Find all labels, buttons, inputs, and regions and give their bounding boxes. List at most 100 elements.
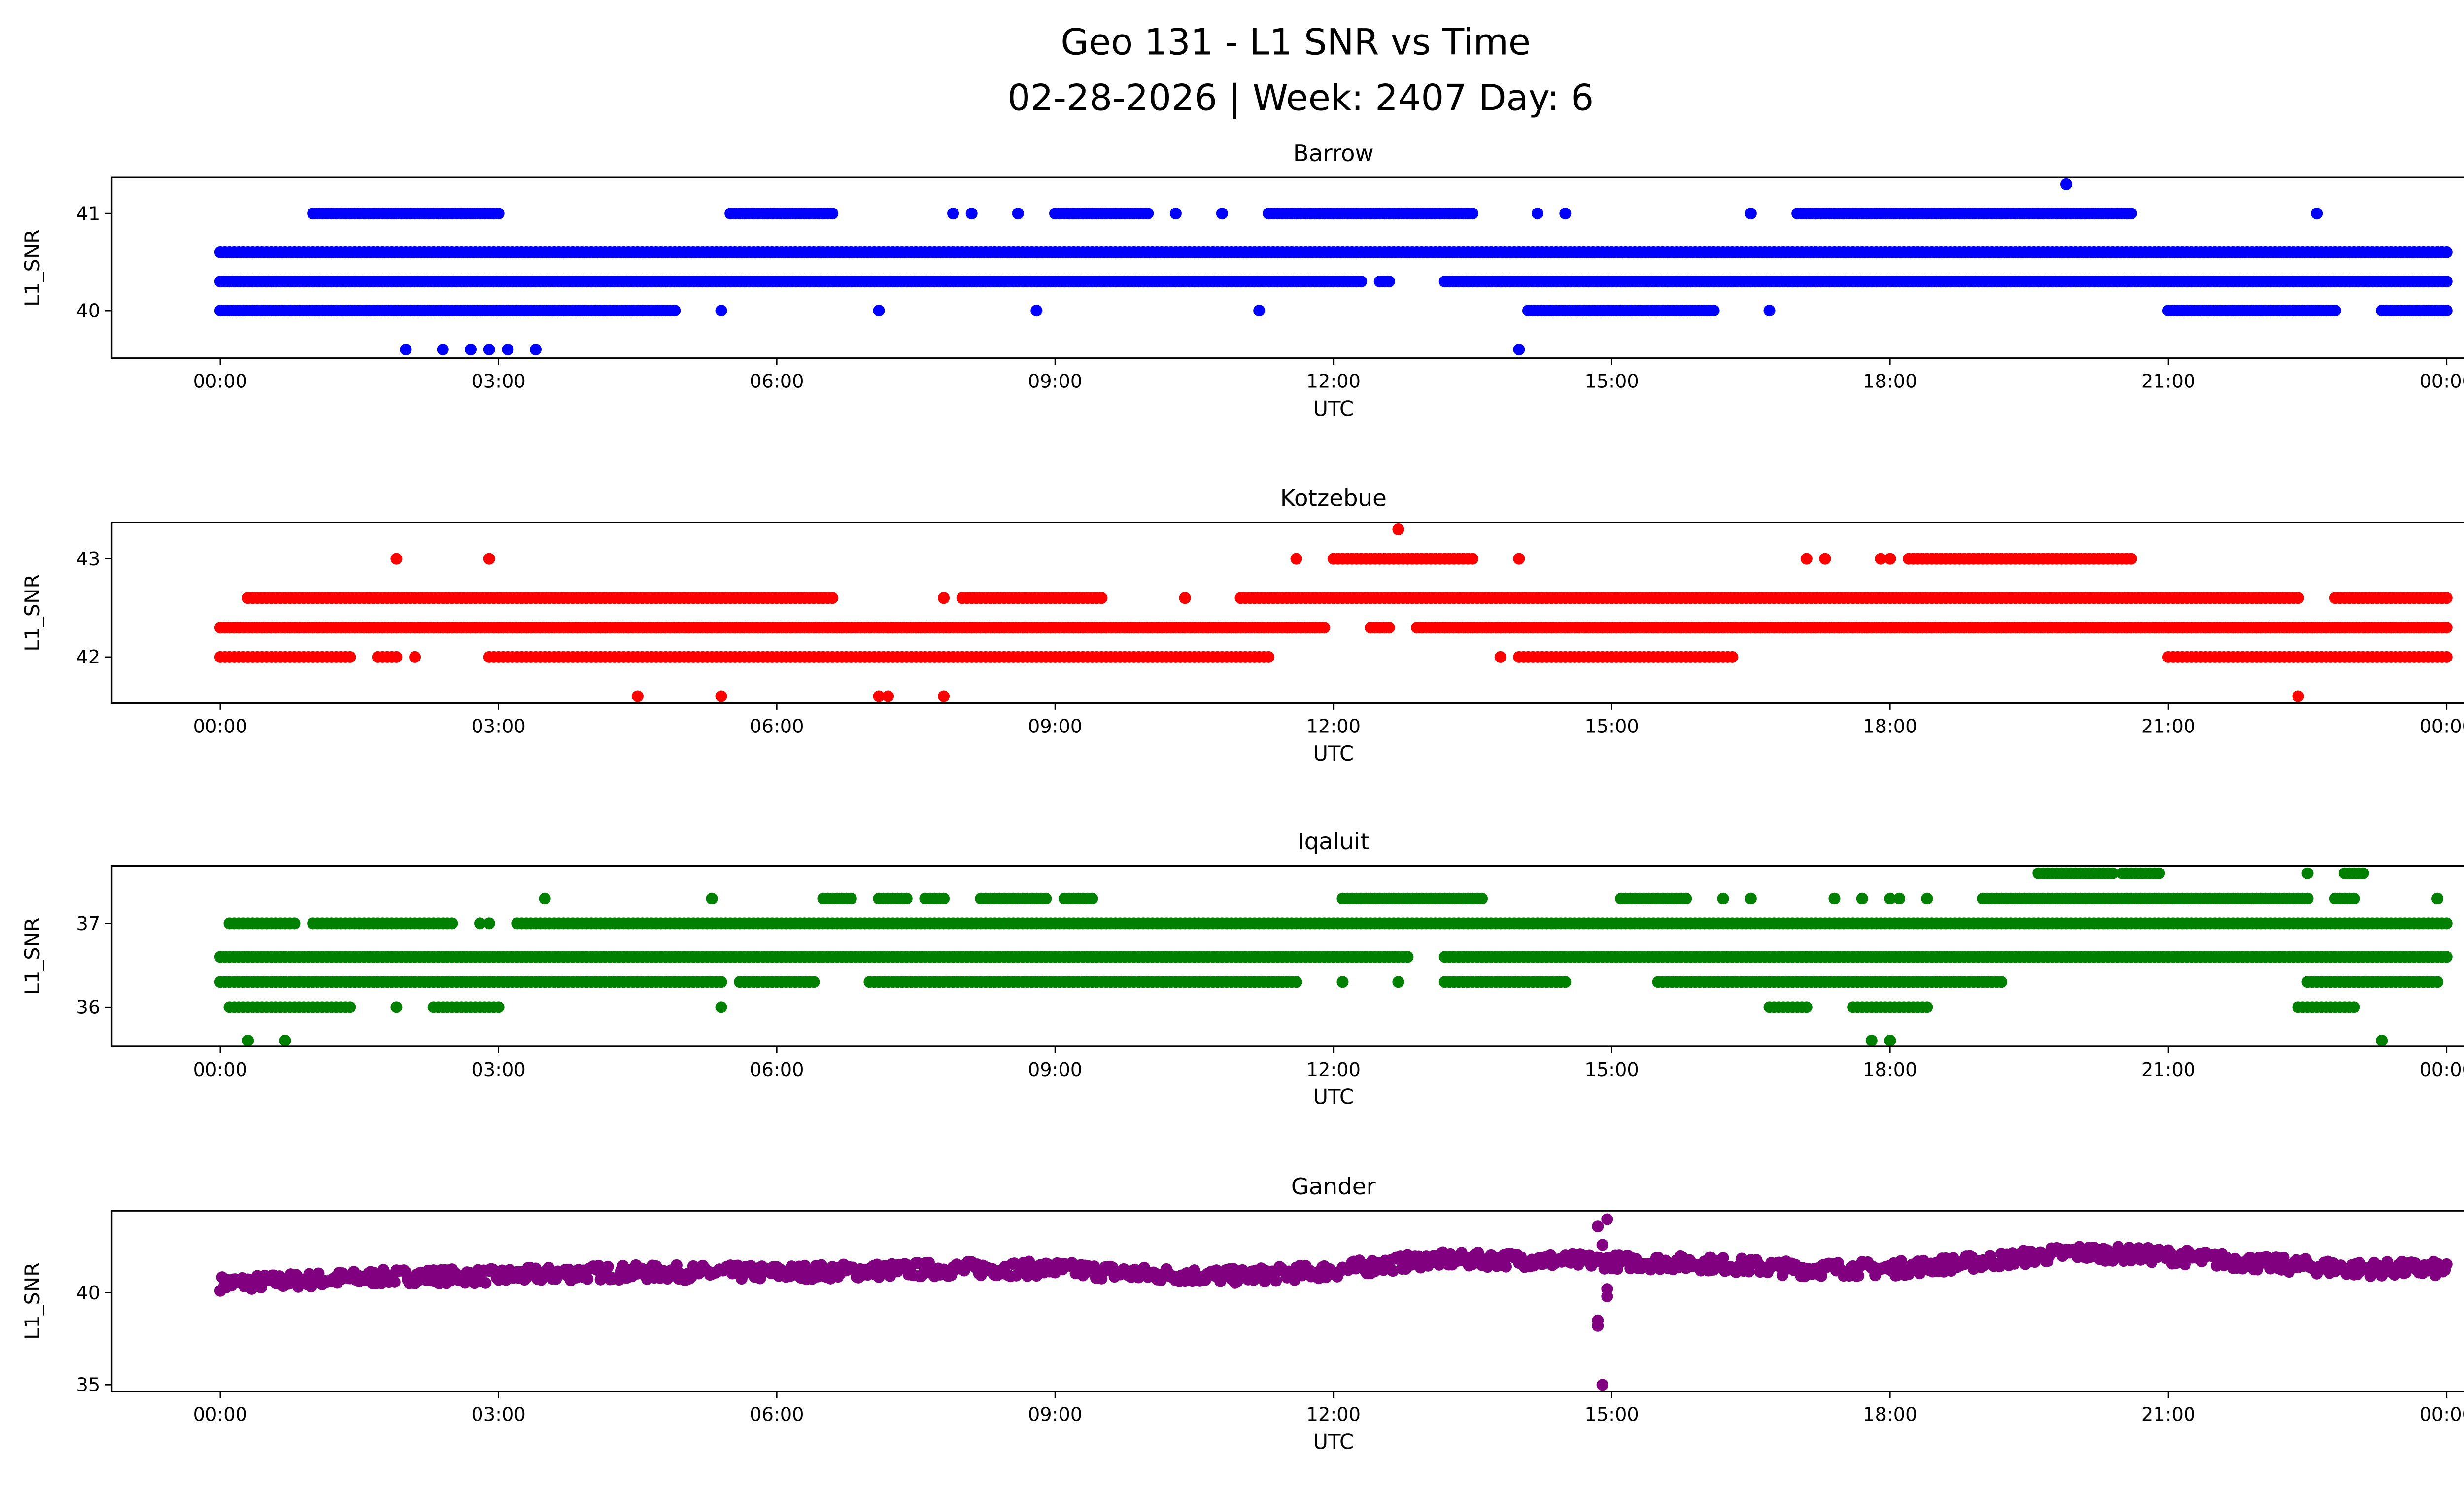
data-point xyxy=(826,592,839,604)
x-tick-label: 21:00 xyxy=(2141,1059,2195,1081)
panel-title: Gander xyxy=(1291,1174,1376,1200)
data-point xyxy=(344,651,356,663)
data-point xyxy=(947,208,959,220)
x-axis-label: UTC xyxy=(1313,396,1354,420)
data-point xyxy=(2440,622,2453,634)
data-point xyxy=(437,344,449,356)
data-point xyxy=(965,208,978,220)
data-point xyxy=(483,553,495,565)
data-point xyxy=(1095,592,1108,604)
data-point xyxy=(2431,892,2444,904)
x-tick-label: 00:00 xyxy=(2420,716,2464,738)
data-point xyxy=(1884,892,1896,904)
data-point xyxy=(344,1001,356,1013)
data-point xyxy=(1476,892,1488,904)
data-point xyxy=(2292,690,2304,702)
x-tick-label: 00:00 xyxy=(193,1059,247,1081)
data-point xyxy=(388,1276,401,1288)
data-point xyxy=(2125,553,2137,565)
data-point xyxy=(390,1001,403,1013)
data-point xyxy=(446,917,458,930)
data-point xyxy=(2357,867,2369,879)
data-point xyxy=(492,208,505,220)
data-point xyxy=(483,344,495,356)
data-point xyxy=(242,1034,254,1046)
data-point xyxy=(631,690,644,702)
data-point xyxy=(1290,553,1302,565)
data-point xyxy=(1290,976,1302,988)
y-axis-label: L1_SNR xyxy=(20,229,44,307)
x-tick-label: 09:00 xyxy=(1028,716,1082,738)
data-point xyxy=(1828,892,1841,904)
data-point xyxy=(1800,553,1813,565)
data-point xyxy=(1884,553,1896,565)
data-point xyxy=(2440,651,2453,663)
data-point xyxy=(2440,951,2453,963)
data-point xyxy=(1513,344,1525,356)
figure-title-line1: Geo 131 - L1 SNR vs Time xyxy=(1061,21,1531,63)
data-point xyxy=(1253,305,1266,317)
data-point xyxy=(715,976,727,988)
x-tick-label: 15:00 xyxy=(1584,1059,1639,1081)
data-point xyxy=(465,344,477,356)
data-point xyxy=(1893,892,1906,904)
data-point xyxy=(2292,592,2304,604)
data-point xyxy=(492,1001,505,1013)
data-point xyxy=(1383,276,1395,288)
panel-title: Iqaluit xyxy=(1298,829,1369,855)
data-point xyxy=(1383,622,1395,634)
x-tick-label: 21:00 xyxy=(2141,371,2195,393)
data-point xyxy=(1559,208,1572,220)
x-tick-label: 06:00 xyxy=(750,1059,804,1081)
data-point xyxy=(529,344,542,356)
y-axis-label: L1_SNR xyxy=(20,574,44,652)
data-point xyxy=(1884,1034,1896,1046)
data-point xyxy=(845,892,857,904)
data-point xyxy=(1355,276,1368,288)
data-point xyxy=(715,305,727,317)
data-point xyxy=(873,690,885,702)
data-point xyxy=(669,305,681,317)
data-point xyxy=(390,553,403,565)
data-point xyxy=(582,1273,594,1285)
data-point xyxy=(1467,553,1479,565)
y-tick-label: 37 xyxy=(76,913,101,935)
data-point xyxy=(2060,178,2072,190)
data-point xyxy=(1921,892,1933,904)
data-point xyxy=(715,1001,727,1013)
data-point xyxy=(1142,208,1154,220)
x-tick-label: 03:00 xyxy=(471,1059,525,1081)
data-point xyxy=(1763,305,1776,317)
data-point xyxy=(1030,305,1043,317)
x-tick-label: 00:00 xyxy=(2420,1059,2464,1081)
data-point xyxy=(900,892,913,904)
data-point xyxy=(873,305,885,317)
data-point xyxy=(2440,917,2453,930)
data-point xyxy=(938,892,950,904)
data-point xyxy=(474,917,486,930)
data-point xyxy=(279,1034,291,1046)
data-point xyxy=(715,690,727,702)
data-point xyxy=(409,651,421,663)
data-point xyxy=(479,1277,492,1289)
data-point xyxy=(1270,1275,1282,1287)
data-point xyxy=(1263,651,1275,663)
data-point xyxy=(1856,892,1868,904)
data-point xyxy=(1318,622,1331,634)
data-point xyxy=(483,917,495,930)
data-point xyxy=(1726,651,1739,663)
data-point xyxy=(2301,892,2314,904)
data-point xyxy=(1086,892,1098,904)
data-point xyxy=(923,1256,935,1269)
x-tick-label: 06:00 xyxy=(750,716,804,738)
data-point xyxy=(1467,208,1479,220)
x-tick-label: 18:00 xyxy=(1863,371,1917,393)
data-point xyxy=(1865,1034,1878,1046)
y-tick-label: 41 xyxy=(76,203,101,225)
data-point xyxy=(2329,305,2341,317)
data-point xyxy=(1179,592,1191,604)
